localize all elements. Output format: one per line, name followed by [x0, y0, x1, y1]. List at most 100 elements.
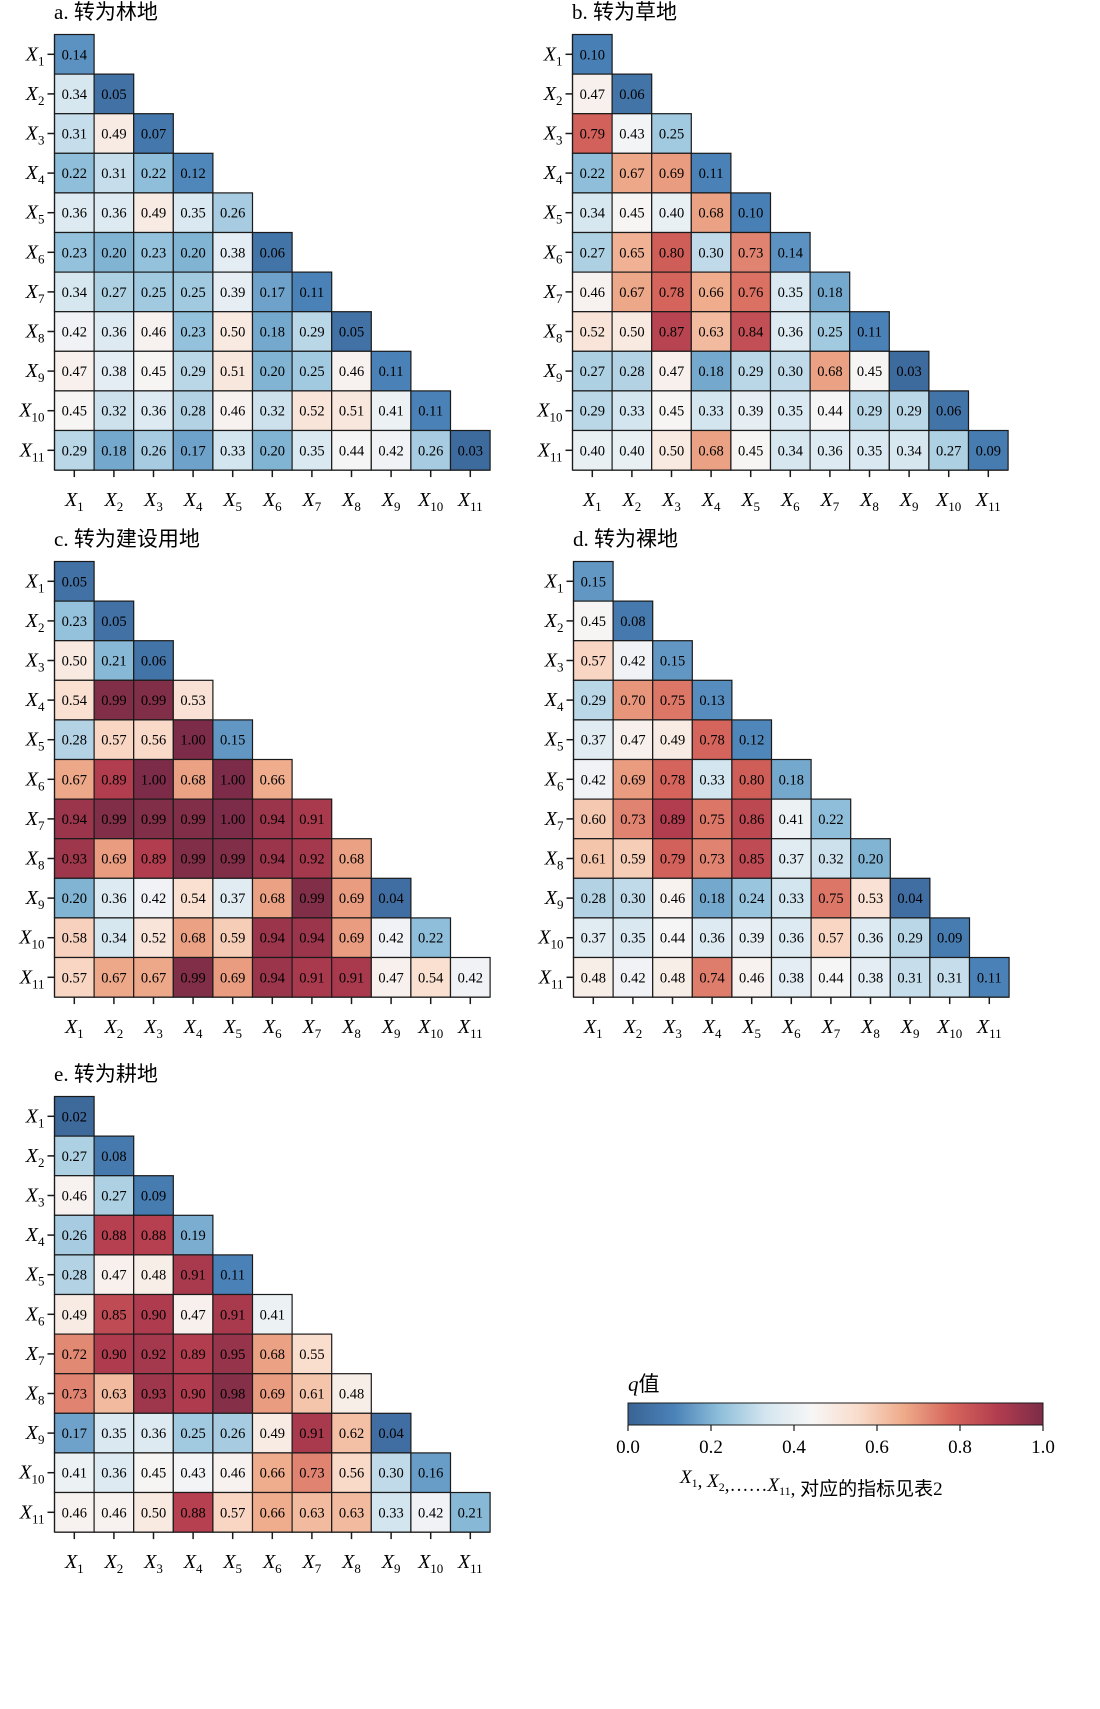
cell-value-label: 0.21: [458, 1505, 483, 1521]
heatmap-cell: [769, 390, 811, 432]
cell-value-label: 0.49: [62, 1307, 87, 1323]
cell-value-label: 0.50: [619, 325, 644, 341]
cell-value-label: 0.28: [62, 1268, 87, 1284]
heatmap-cell: [251, 1333, 293, 1375]
cell-value-label: 0.78: [660, 772, 685, 788]
cell-value-label: 0.36: [101, 206, 126, 222]
heatmap-cell: [690, 192, 732, 234]
cell-value-label: 0.38: [858, 970, 883, 986]
heatmap-cell: [172, 192, 214, 234]
cell-value-label: 0.90: [180, 1387, 205, 1403]
x-tick-label: X3: [661, 489, 681, 514]
heatmap-cell: [93, 1254, 135, 1296]
cell-value-label: 0.94: [260, 852, 286, 868]
cell-value-label: 0.26: [141, 443, 166, 459]
cell-value-label: 0.53: [858, 891, 883, 907]
heatmap-cell: [370, 390, 412, 432]
heatmap-cell: [889, 917, 931, 959]
cell-value-label: 0.38: [220, 245, 245, 261]
heatmap-cell: [652, 956, 693, 998]
y-tick-label: X10: [18, 1462, 44, 1487]
cell-value-label: 0.99: [101, 693, 126, 709]
cell-value-label: 0.46: [660, 891, 685, 907]
y-tick-label: X8: [25, 848, 45, 873]
heatmap-cell: [93, 1373, 135, 1414]
heatmap-cell: [93, 758, 135, 800]
cell-value-label: 0.44: [817, 404, 843, 420]
cell-value-label: 0.33: [378, 1505, 403, 1521]
y-tick-label: X10: [18, 927, 44, 952]
heatmap-cell: [251, 429, 293, 471]
x-tick-label: X11: [976, 1016, 1002, 1041]
cell-value-label: 0.98: [220, 1387, 245, 1403]
heatmap-cell: [572, 838, 614, 879]
cell-value-label: 0.57: [62, 970, 87, 986]
cell-value-label: 1.00: [220, 812, 245, 828]
cell-value-label: 0.50: [220, 325, 245, 341]
heatmap-cell: [93, 1452, 135, 1494]
x-tick-label: X4: [701, 489, 721, 514]
heatmap-cell: [612, 798, 654, 840]
heatmap-cell: [769, 231, 811, 273]
cell-value-label: 0.39: [739, 931, 764, 947]
cell-value-label: 0.99: [180, 852, 205, 868]
heatmap-cell: [291, 1333, 333, 1375]
heatmap-cell: [291, 798, 333, 840]
cell-value-label: 0.59: [220, 931, 245, 947]
cell-value-label: 0.29: [857, 404, 882, 420]
heatmap-cell: [652, 877, 693, 919]
heatmap-cell: [731, 838, 773, 879]
cell-value-label: 0.42: [458, 970, 483, 986]
cell-value-label: 0.69: [220, 970, 245, 986]
cell-value-label: 0.42: [378, 931, 403, 947]
cell-value-label: 0.90: [141, 1307, 166, 1323]
heatmap-panel-b: b. 转为草地 0.10 0.47 0.06 0.79 0.43 0.25 0.22 0.67 0…: [536, 0, 1009, 514]
heatmap-cell: [571, 311, 613, 352]
heatmap-cell: [331, 838, 372, 879]
heatmap-cell: [212, 719, 254, 761]
heatmap-cell: [888, 390, 930, 432]
cell-value-label: 0.18: [260, 325, 285, 341]
cell-value-label: 0.50: [659, 443, 684, 459]
heatmap-panel-d: d. 转为裸地 0.15 0.45 0.08 0.57 0.42 0.15 0.29 0.70 0…: [537, 527, 1010, 1041]
cell-value-label: 0.35: [857, 443, 882, 459]
cell-value-label: 0.48: [660, 970, 685, 986]
heatmap-cell: [212, 390, 254, 432]
cell-value-label: 0.34: [62, 285, 88, 301]
y-tick-label: X4: [25, 1224, 45, 1249]
cell-value-label: 0.04: [378, 1426, 404, 1442]
heatmap-cell: [53, 600, 95, 642]
colorbar-tick-label: 1.0: [1031, 1437, 1055, 1458]
heatmap-cell: [652, 640, 693, 681]
cell-value-label: 0.91: [299, 812, 324, 828]
cell-value-label: 0.35: [620, 931, 645, 947]
cell-value-label: 1.00: [180, 733, 205, 749]
heatmap-cell: [850, 838, 891, 879]
cell-value-label: 0.46: [739, 970, 764, 986]
cell-value-label: 0.46: [62, 1189, 87, 1205]
heatmap-cell: [690, 350, 732, 392]
x-tick-label: X7: [821, 1016, 841, 1041]
cell-value-label: 0.32: [101, 404, 126, 420]
cell-value-label: 0.48: [141, 1268, 166, 1284]
cell-value-label: 0.90: [101, 1347, 126, 1363]
cell-value-label: 0.46: [141, 325, 166, 341]
heatmap-cell: [770, 956, 812, 998]
heatmap-cell: [133, 1452, 174, 1494]
cell-value-label: 0.31: [62, 127, 87, 143]
cell-value-label: 0.62: [339, 1426, 364, 1442]
heatmap-cell: [133, 917, 174, 959]
x-tick-label: X9: [381, 1016, 401, 1041]
x-tick-label: X10: [417, 1551, 443, 1576]
heatmap-cell: [291, 1412, 333, 1454]
y-tick-label: X10: [536, 400, 562, 425]
cell-value-label: 0.04: [897, 891, 923, 907]
x-tick-label: X1: [64, 1551, 84, 1576]
heatmap-cell: [53, 73, 95, 115]
heatmap-cell: [212, 956, 254, 998]
cell-value-label: 0.57: [220, 1505, 245, 1521]
cell-value-label: 0.41: [378, 404, 403, 420]
cell-value-label: 0.42: [581, 772, 606, 788]
colorbar-title: q值: [628, 1372, 660, 1396]
x-tick-label: X8: [860, 1016, 880, 1041]
